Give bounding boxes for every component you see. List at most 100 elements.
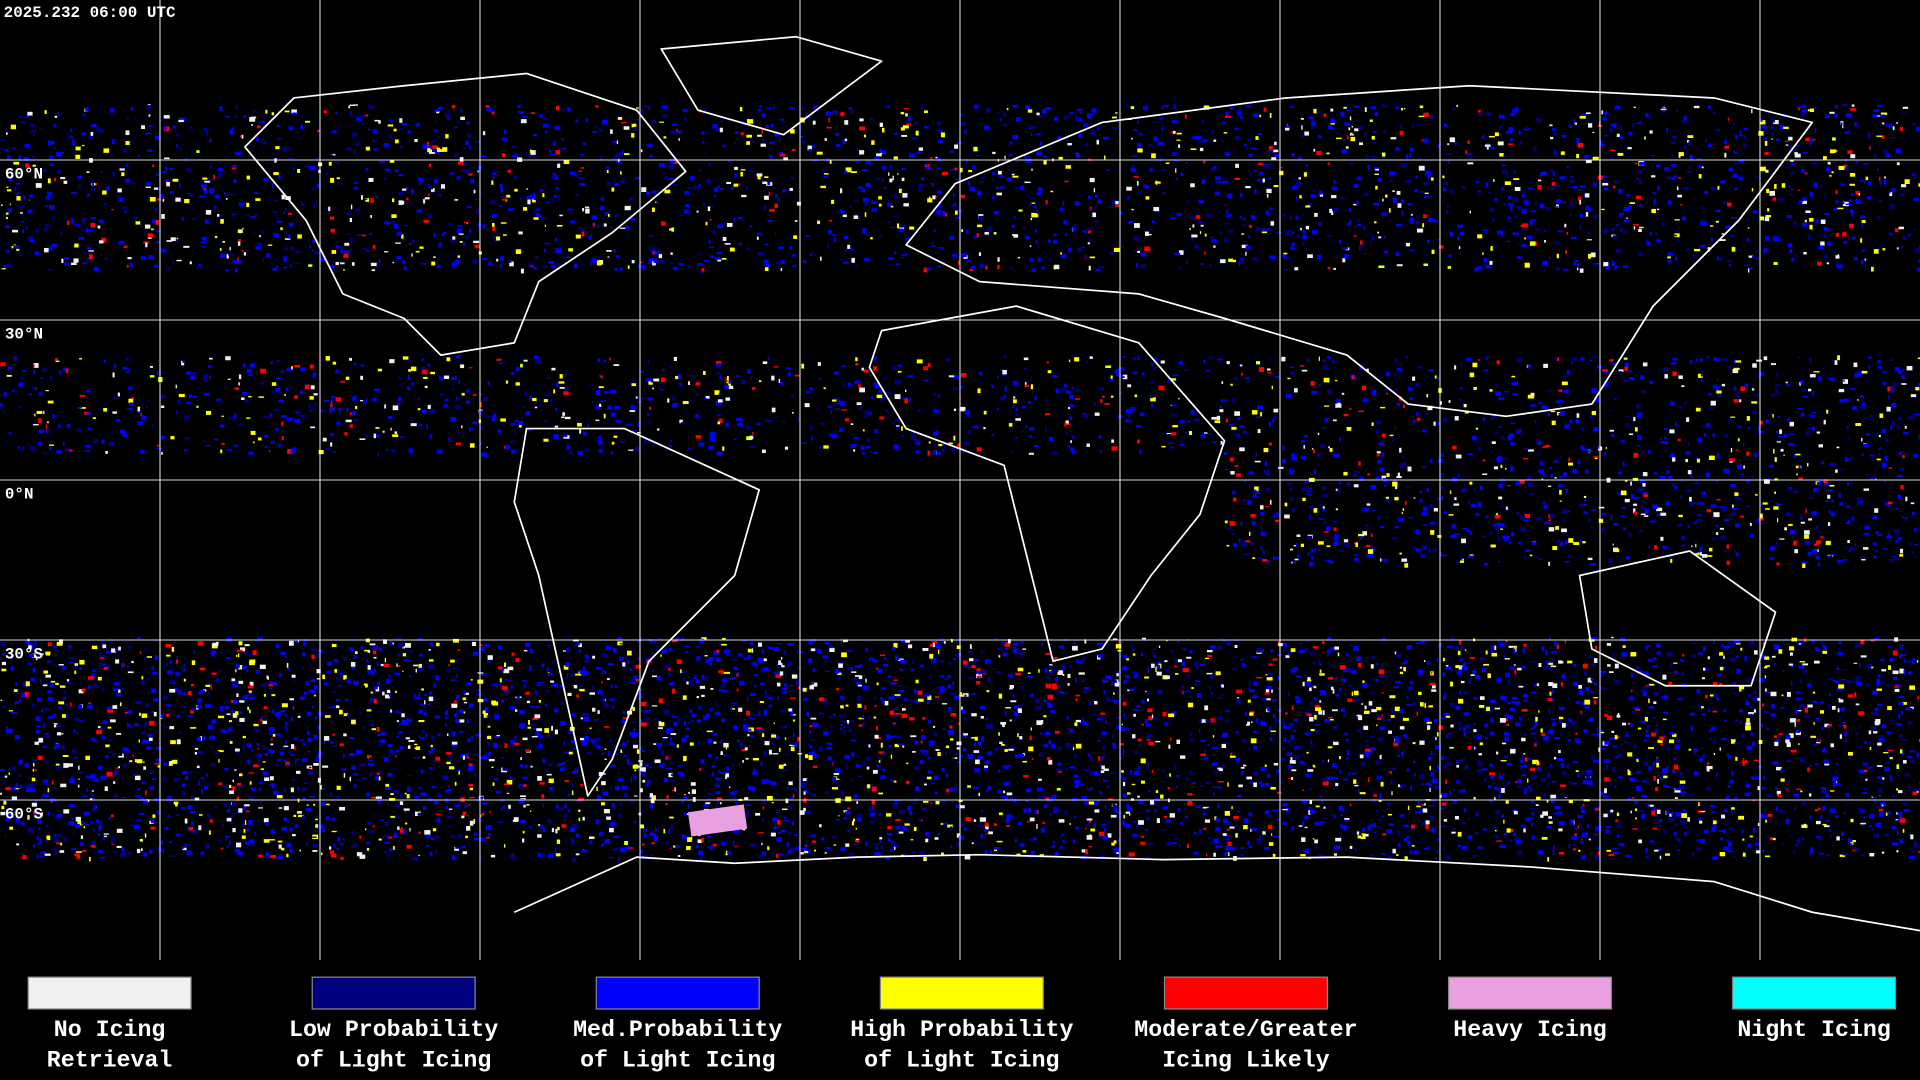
cloud-pixel bbox=[844, 138, 848, 142]
cloud-pixel bbox=[1422, 429, 1427, 433]
cloud-pixel bbox=[1853, 362, 1858, 368]
cloud-pixel bbox=[1396, 223, 1403, 227]
cloud-pixel bbox=[997, 375, 999, 379]
cloud-pixel bbox=[986, 227, 993, 232]
cloud-pixel bbox=[1138, 132, 1143, 136]
cloud-pixel bbox=[1492, 834, 1498, 836]
cloud-pixel bbox=[1418, 115, 1425, 118]
cloud-pixel bbox=[1527, 482, 1533, 487]
cloud-pixel bbox=[1369, 119, 1373, 122]
cloud-pixel bbox=[118, 240, 124, 245]
cloud-pixel bbox=[1348, 408, 1352, 410]
cloud-pixel bbox=[918, 182, 921, 187]
cloud-pixel bbox=[1316, 150, 1322, 156]
cloud-pixel bbox=[225, 198, 228, 200]
cloud-pixel bbox=[1774, 491, 1776, 494]
cloud-pixel bbox=[750, 376, 752, 380]
cloud-pixel bbox=[1401, 199, 1404, 204]
cloud-pixel bbox=[1430, 503, 1433, 507]
cloud-pixel bbox=[570, 827, 575, 833]
cloud-pixel bbox=[947, 684, 952, 689]
cloud-pixel bbox=[1469, 372, 1475, 378]
cloud-pixel bbox=[1100, 712, 1106, 715]
cloud-pixel bbox=[1043, 160, 1047, 165]
cloud-pixel bbox=[609, 827, 614, 833]
cloud-pixel bbox=[630, 404, 636, 409]
cloud-pixel bbox=[1501, 164, 1506, 167]
cloud-pixel bbox=[953, 408, 957, 412]
cloud-pixel bbox=[1588, 123, 1593, 128]
cloud-pixel bbox=[1508, 542, 1512, 545]
cloud-pixel bbox=[556, 224, 563, 227]
cloud-pixel bbox=[778, 378, 781, 384]
cloud-pixel bbox=[417, 408, 421, 411]
cloud-pixel bbox=[1105, 365, 1112, 368]
cloud-pixel bbox=[522, 207, 528, 211]
cloud-pixel bbox=[641, 396, 645, 400]
cloud-pixel bbox=[1891, 421, 1896, 426]
cloud-pixel bbox=[1524, 237, 1526, 240]
cloud-pixel bbox=[1728, 458, 1735, 463]
cloud-pixel bbox=[1591, 410, 1596, 416]
cloud-pixel bbox=[1788, 523, 1793, 526]
cloud-pixel bbox=[1747, 427, 1750, 430]
cloud-pixel bbox=[929, 266, 932, 268]
cloud-pixel bbox=[1822, 374, 1826, 377]
cloud-pixel bbox=[376, 265, 380, 268]
cloud-pixel bbox=[1875, 432, 1878, 437]
cloud-pixel bbox=[736, 423, 742, 426]
cloud-pixel bbox=[1248, 225, 1253, 228]
cloud-pixel bbox=[496, 258, 499, 262]
cloud-pixel bbox=[1251, 541, 1253, 546]
cloud-pixel bbox=[1694, 540, 1697, 546]
cloud-pixel bbox=[540, 217, 547, 220]
cloud-pixel bbox=[1496, 360, 1500, 365]
cloud-pixel bbox=[1010, 265, 1013, 270]
cloud-pixel bbox=[378, 259, 381, 263]
cloud-pixel bbox=[1639, 226, 1644, 229]
cloud-pixel bbox=[1876, 215, 1881, 220]
cloud-pixel bbox=[1098, 434, 1102, 439]
cloud-pixel bbox=[373, 433, 377, 439]
cloud-pixel bbox=[1612, 362, 1617, 365]
cloud-pixel bbox=[1431, 249, 1435, 254]
cloud-pixel bbox=[1794, 152, 1798, 156]
cloud-pixel bbox=[1678, 155, 1681, 158]
cloud-pixel bbox=[93, 438, 99, 444]
cloud-pixel bbox=[585, 208, 590, 214]
cloud-pixel bbox=[1305, 359, 1310, 362]
cloud-pixel bbox=[1269, 255, 1276, 260]
cloud-pixel bbox=[462, 242, 466, 246]
cloud-pixel bbox=[1416, 124, 1422, 126]
cloud-pixel bbox=[1771, 393, 1776, 397]
cloud-pixel bbox=[1, 268, 6, 270]
cloud-pixel bbox=[384, 168, 391, 172]
cloud-pixel bbox=[1700, 371, 1704, 377]
cloud-pixel bbox=[997, 257, 1000, 262]
cloud-pixel bbox=[1356, 178, 1362, 181]
cloud-pixel bbox=[1395, 147, 1400, 151]
cloud-pixel bbox=[718, 185, 720, 188]
cloud-pixel bbox=[1518, 130, 1521, 135]
cloud-pixel bbox=[1014, 413, 1018, 416]
cloud-pixel bbox=[820, 256, 822, 261]
cloud-pixel bbox=[0, 362, 6, 367]
cloud-pixel bbox=[1808, 357, 1812, 363]
cloud-pixel bbox=[1795, 453, 1801, 456]
cloud-pixel bbox=[1041, 108, 1047, 114]
cloud-pixel bbox=[49, 376, 53, 381]
cloud-pixel bbox=[1392, 481, 1398, 487]
cloud-pixel bbox=[1836, 559, 1843, 563]
cloud-pixel bbox=[132, 754, 134, 757]
cloud-pixel bbox=[1811, 549, 1818, 553]
cloud-pixel bbox=[1467, 162, 1474, 165]
cloud-pixel bbox=[1629, 202, 1635, 204]
cloud-pixel bbox=[284, 393, 286, 397]
cloud-pixel bbox=[1878, 452, 1881, 456]
cloud-pixel bbox=[1179, 420, 1185, 424]
cloud-pixel bbox=[1376, 516, 1381, 520]
cloud-pixel bbox=[1917, 357, 1920, 360]
cloud-pixel bbox=[816, 109, 819, 112]
cloud-pixel bbox=[733, 438, 737, 440]
cloud-pixel bbox=[725, 397, 731, 401]
